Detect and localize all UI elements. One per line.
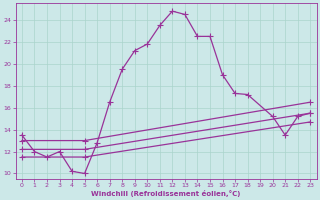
X-axis label: Windchill (Refroidissement éolien,°C): Windchill (Refroidissement éolien,°C) — [92, 190, 241, 197]
